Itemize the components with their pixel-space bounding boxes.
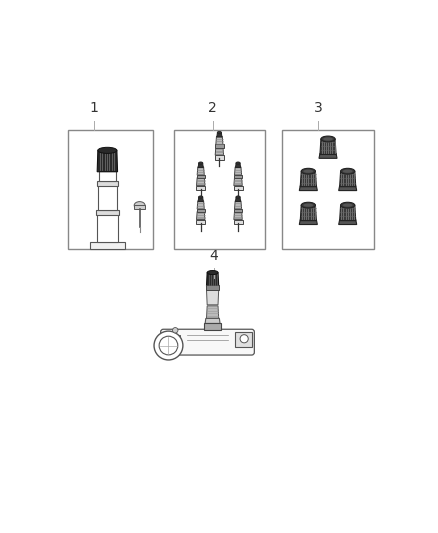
FancyBboxPatch shape <box>161 329 254 355</box>
Polygon shape <box>196 185 205 190</box>
Polygon shape <box>339 220 357 224</box>
Ellipse shape <box>301 203 315 208</box>
Ellipse shape <box>217 132 222 134</box>
Ellipse shape <box>301 168 315 174</box>
Polygon shape <box>215 144 223 148</box>
Polygon shape <box>99 171 116 181</box>
Polygon shape <box>134 205 145 209</box>
Bar <box>282 130 374 249</box>
Polygon shape <box>215 155 224 160</box>
Ellipse shape <box>207 271 218 274</box>
Polygon shape <box>206 285 219 289</box>
Polygon shape <box>233 185 243 190</box>
Polygon shape <box>300 205 316 221</box>
Ellipse shape <box>341 168 355 174</box>
Ellipse shape <box>154 331 183 360</box>
Text: 3: 3 <box>314 101 322 115</box>
Polygon shape <box>339 205 356 221</box>
Polygon shape <box>97 213 117 242</box>
Circle shape <box>173 328 178 333</box>
Ellipse shape <box>198 196 203 198</box>
Polygon shape <box>236 197 240 201</box>
Ellipse shape <box>304 204 313 207</box>
Polygon shape <box>300 171 316 187</box>
Polygon shape <box>233 220 243 224</box>
Polygon shape <box>98 184 117 210</box>
Polygon shape <box>197 212 205 220</box>
Polygon shape <box>206 306 219 318</box>
Polygon shape <box>216 136 223 144</box>
Polygon shape <box>198 163 203 167</box>
Polygon shape <box>204 324 221 330</box>
Polygon shape <box>206 272 219 286</box>
Ellipse shape <box>321 136 335 142</box>
Polygon shape <box>234 209 242 212</box>
Polygon shape <box>299 220 318 224</box>
Polygon shape <box>197 201 204 209</box>
Polygon shape <box>198 197 203 201</box>
Polygon shape <box>234 167 242 175</box>
Polygon shape <box>339 171 356 187</box>
Polygon shape <box>97 150 117 172</box>
Bar <box>173 130 265 249</box>
Polygon shape <box>217 133 222 137</box>
Polygon shape <box>234 212 242 220</box>
Polygon shape <box>96 210 119 215</box>
Ellipse shape <box>343 204 353 207</box>
Polygon shape <box>234 175 242 178</box>
Polygon shape <box>339 185 357 191</box>
Polygon shape <box>234 177 242 185</box>
Polygon shape <box>299 185 318 191</box>
Polygon shape <box>319 154 337 158</box>
Polygon shape <box>197 175 205 178</box>
Bar <box>68 130 153 249</box>
Ellipse shape <box>236 196 240 198</box>
Ellipse shape <box>236 162 240 164</box>
Text: 2: 2 <box>208 101 217 115</box>
Polygon shape <box>320 139 336 155</box>
Text: 4: 4 <box>209 249 218 263</box>
Ellipse shape <box>341 203 355 208</box>
Ellipse shape <box>198 162 203 164</box>
Polygon shape <box>235 332 251 347</box>
Polygon shape <box>197 209 205 212</box>
Ellipse shape <box>323 138 333 141</box>
Polygon shape <box>215 147 223 155</box>
Polygon shape <box>205 318 220 324</box>
Polygon shape <box>206 289 219 305</box>
Polygon shape <box>90 242 125 249</box>
Polygon shape <box>177 335 180 344</box>
Polygon shape <box>197 177 205 185</box>
Ellipse shape <box>98 147 117 154</box>
Circle shape <box>240 335 248 343</box>
Text: 1: 1 <box>89 101 98 115</box>
Ellipse shape <box>343 169 353 173</box>
Ellipse shape <box>134 201 145 209</box>
Polygon shape <box>196 220 205 224</box>
Polygon shape <box>234 201 242 209</box>
Ellipse shape <box>159 336 178 355</box>
Ellipse shape <box>304 169 313 173</box>
Polygon shape <box>197 167 204 175</box>
Polygon shape <box>96 181 118 186</box>
Polygon shape <box>236 163 240 167</box>
